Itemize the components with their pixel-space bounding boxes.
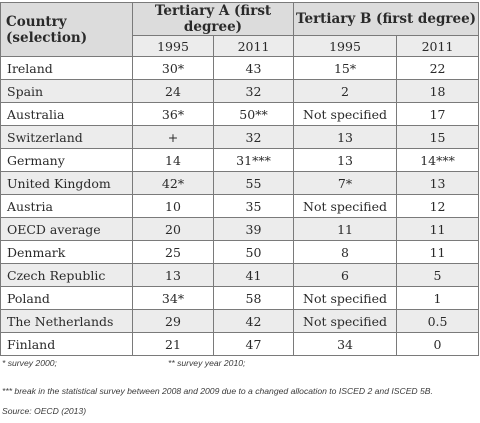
tertiary-a-1995-cell: 14	[132, 148, 214, 172]
tertiary-a-1995-cell: 25	[132, 240, 214, 264]
tertiary-a-1995-cell: 13	[132, 263, 214, 287]
tertiary-a-1995-cell: 34*	[132, 286, 214, 310]
tertiary-b-2011-cell: 11	[396, 240, 480, 264]
table-row: Ireland 30* 43 15* 22	[0, 56, 480, 80]
country-cell: Switzerland	[0, 125, 133, 149]
tertiary-a-header: Tertiary A (first degree)	[131, 2, 295, 36]
tertiary-b-2011-cell: 12	[396, 194, 480, 218]
tertiary-a-2011-cell: 50**	[212, 102, 295, 126]
year-header-row: 1995 2011 1995 2011	[1, 35, 480, 57]
tertiary-b-1995-cell: 13	[293, 125, 398, 149]
tertiary-b-2011-cell: 13	[396, 171, 480, 195]
country-cell: Poland	[0, 286, 133, 310]
country-cell: Ireland	[0, 56, 133, 80]
tertiary-a-1995-cell: 20	[132, 217, 214, 241]
header-row: Country (selection) Tertiary A (first de…	[0, 2, 480, 57]
footnote-break-note: *** break in the statistical survey betw…	[2, 386, 433, 396]
country-cell: Czech Republic	[0, 263, 133, 287]
tertiary-b-1995-cell: 6	[293, 263, 398, 287]
tertiary-b-2011-cell: 0	[396, 332, 480, 356]
footnote-survey-2010: ** survey year 2010;	[168, 358, 246, 368]
tertiary-b-2011-cell: 1	[396, 286, 480, 310]
tertiary-b-1995-cell: Not specified	[293, 194, 398, 218]
tertiary-a-2011-cell: 47	[212, 332, 295, 356]
source-note: Source: OECD (2013)	[2, 406, 87, 416]
tertiary-a-2011-cell: 35	[212, 194, 295, 218]
tertiary-a-2011-cell: 55	[212, 171, 295, 195]
tertiary-a-1995-cell: 42*	[132, 171, 214, 195]
tertiary-b-2011-cell: 14***	[396, 148, 480, 172]
tertiary-b-2011-cell: 0.5	[396, 309, 480, 333]
country-cell: Finland	[0, 332, 133, 356]
tertiary-b-2011-cell: 15	[396, 125, 480, 149]
table-row: Denmark 25 50 8 11	[0, 240, 480, 264]
tertiary-a-2011-cell: 43	[212, 56, 295, 80]
table-row: Spain 24 32 2 18	[0, 79, 480, 103]
tertiary-a-2011-cell: 39	[212, 217, 295, 241]
country-cell: United Kingdom	[0, 171, 133, 195]
tertiary-a-2011-cell: 42	[212, 309, 295, 333]
tertiary-b-1995-cell: Not specified	[293, 309, 398, 333]
year-header: 2011	[212, 35, 295, 57]
table-row: The Netherlands 29 42 Not specified 0.5	[0, 309, 480, 333]
tertiary-b-1995-cell: 34	[293, 332, 398, 356]
table-row: Germany 14 31*** 13 14***	[0, 148, 480, 172]
tertiary-b-2011-cell: 11	[396, 217, 480, 241]
tertiary-a-1995-cell: 29	[132, 309, 214, 333]
table-row: Czech Republic 13 41 6 5	[0, 263, 480, 287]
tertiary-b-2011-cell: 5	[396, 263, 480, 287]
table-row: OECD average 20 39 11 11	[0, 217, 480, 241]
tertiary-b-1995-cell: 2	[293, 79, 398, 103]
tertiary-a-2011-cell: 58	[212, 286, 295, 310]
year-header: 1995	[132, 35, 214, 57]
tertiary-b-1995-cell: 8	[293, 240, 398, 264]
country-cell: Austria	[0, 194, 133, 218]
tertiary-a-1995-cell: 10	[132, 194, 214, 218]
country-cell: Spain	[0, 79, 133, 103]
tertiary-a-2011-cell: 31***	[212, 148, 295, 172]
country-cell: Australia	[0, 102, 133, 126]
tertiary-b-1995-cell: Not specified	[293, 286, 398, 310]
tertiary-a-2011-cell: 32	[212, 125, 295, 149]
tertiary-b-1995-cell: 13	[293, 148, 398, 172]
table-row: United Kingdom 42* 55 7* 13	[0, 171, 480, 195]
country-cell: OECD average	[0, 217, 133, 241]
table-body: Ireland 30* 43 15* 22 Spain 24 32 2 18 Australia 36…	[0, 56, 480, 356]
tertiary-b-1995-cell: 7*	[293, 171, 398, 195]
tertiary-b-2011-cell: 22	[396, 56, 480, 80]
tertiary-b-header: Tertiary B (first degree)	[293, 2, 480, 36]
footnote-line-1: * survey 2000; ** survey year 2010;	[2, 358, 476, 368]
tertiary-a-2011-cell: 41	[212, 263, 295, 287]
data-table-wrapper: Country (selection) Tertiary A (first de…	[0, 2, 480, 356]
footnote-survey-2000: * survey 2000;	[2, 358, 57, 368]
tertiary-a-1995-cell: 36*	[132, 102, 214, 126]
year-header: 2011	[396, 35, 480, 57]
tertiary-b-1995-cell: 15*	[293, 56, 398, 80]
country-cell: The Netherlands	[0, 309, 133, 333]
country-cell: Denmark	[0, 240, 133, 264]
tertiary-b-2011-cell: 18	[396, 79, 480, 103]
country-column-header: Country (selection)	[0, 2, 133, 57]
tertiary-b-2011-cell: 17	[396, 102, 480, 126]
table-row: Australia 36* 50** Not specified 17	[0, 102, 480, 126]
table-row: Poland 34* 58 Not specified 1	[0, 286, 480, 310]
tertiary-b-1995-cell: 11	[293, 217, 398, 241]
tertiary-a-1995-cell: +	[132, 125, 214, 149]
tertiary-b-1995-cell: Not specified	[293, 102, 398, 126]
table-row: Switzerland +32 13 15	[0, 125, 480, 149]
table-row: Austria 10 35 Not specified 12	[0, 194, 480, 218]
year-header: 1995	[293, 35, 398, 57]
country-cell: Germany	[0, 148, 133, 172]
tertiary-a-1995-cell: 24	[132, 79, 214, 103]
table-row: Finland 21 47 34 0	[0, 332, 480, 356]
tertiary-a-1995-cell: 30*	[132, 56, 214, 80]
data-table: Country (selection) Tertiary A (first de…	[0, 2, 480, 356]
tertiary-a-1995-cell: 21	[132, 332, 214, 356]
tertiary-a-2011-cell: 32	[212, 79, 295, 103]
tertiary-a-2011-cell: 50	[212, 240, 295, 264]
